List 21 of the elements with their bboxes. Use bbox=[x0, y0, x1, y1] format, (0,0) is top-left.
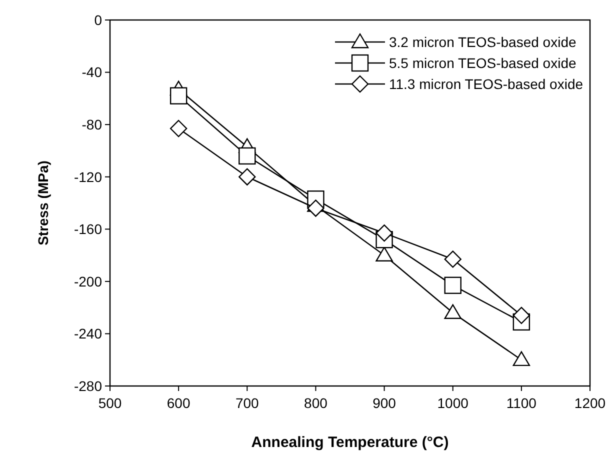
y-axis-title: Stress (MPa) bbox=[35, 160, 51, 246]
y-tick-label: -80 bbox=[82, 116, 102, 132]
y-tick-label: -160 bbox=[74, 221, 102, 238]
x-tick-label: 1200 bbox=[574, 395, 606, 411]
legend-label: 3.2 micron TEOS-based oxide bbox=[389, 34, 576, 50]
y-tick-label: -280 bbox=[74, 378, 102, 394]
x-tick-label: 800 bbox=[304, 395, 328, 411]
x-tick-label: 500 bbox=[98, 395, 122, 411]
y-tick-label: -200 bbox=[74, 273, 102, 290]
x-tick-label: 600 bbox=[166, 395, 190, 411]
y-tick-label: 0 bbox=[94, 12, 102, 28]
x-tick-label: 1000 bbox=[437, 395, 469, 411]
y-tick-label: -40 bbox=[82, 64, 102, 80]
x-tick-label: 900 bbox=[372, 395, 396, 411]
x-axis-title: Annealing Temperature (°C) bbox=[251, 434, 449, 451]
legend-label: 5.5 micron TEOS-based oxide bbox=[389, 54, 576, 71]
legend-label: 11.3 micron TEOS-based oxide bbox=[389, 76, 584, 92]
x-tick-label: 1100 bbox=[506, 395, 537, 411]
y-tick-label: -120 bbox=[74, 168, 102, 185]
y-tick-label: -240 bbox=[74, 326, 102, 342]
x-tick-label: 700 bbox=[235, 395, 260, 411]
